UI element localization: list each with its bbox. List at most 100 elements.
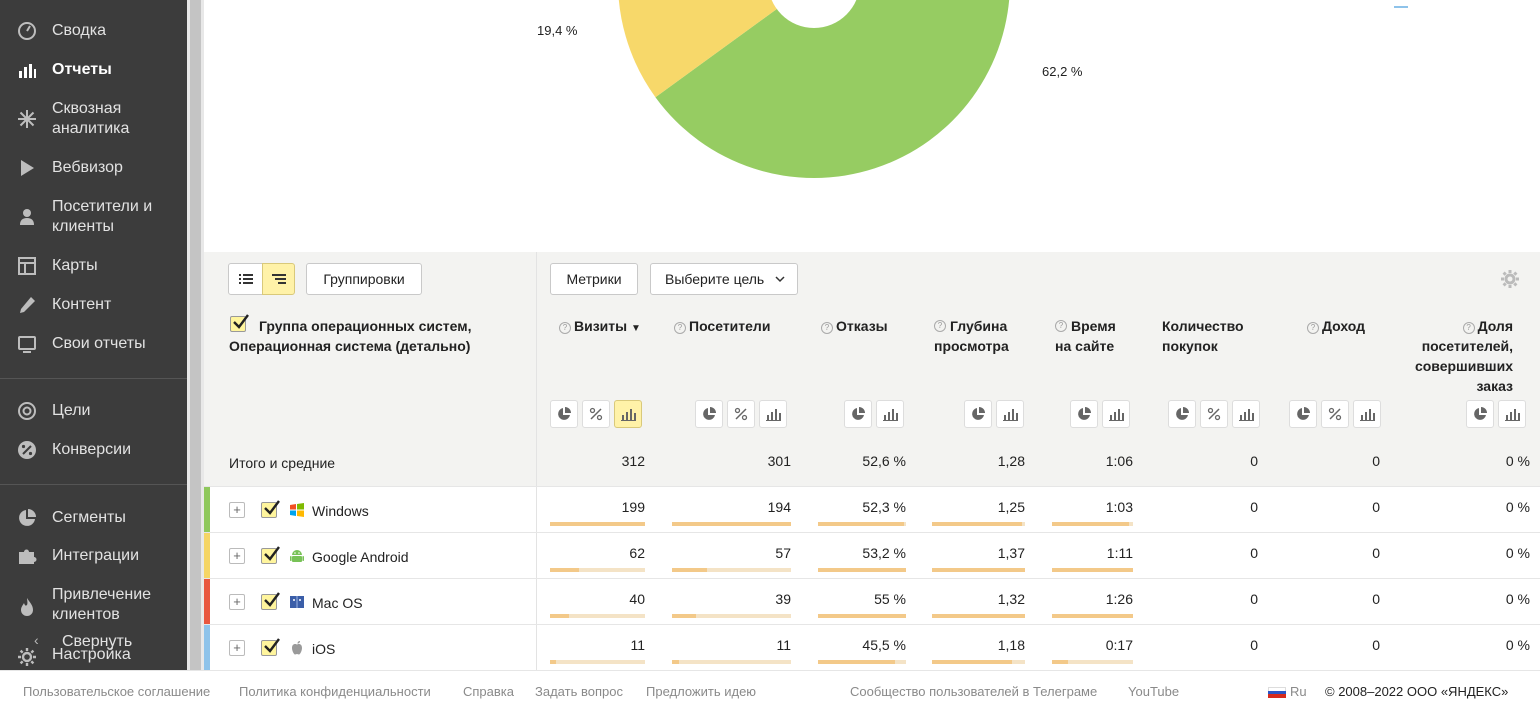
sidebar-item-goals[interactable]: Цели — [0, 391, 187, 431]
help-icon[interactable]: ? — [674, 322, 686, 334]
expand-icon[interactable]: + — [229, 594, 245, 610]
table-row[interactable]: + Windows 199 194 52,3 % 1,25 1:03 0 0 0 % — [204, 486, 1540, 533]
percent-view-button[interactable] — [1200, 400, 1228, 428]
percent-view-button[interactable] — [727, 400, 755, 428]
scrollbar-thumb[interactable] — [190, 0, 201, 670]
sidebar-item-visitors[interactable]: Посетители и клиенты — [0, 197, 187, 237]
sidebar-item-integrations[interactable]: Интеграции — [0, 536, 187, 576]
list-icon — [238, 274, 253, 284]
settings-gear-icon[interactable] — [1500, 269, 1520, 289]
bar-view-button[interactable] — [759, 400, 787, 428]
col-head-order-share[interactable]: ? Доля посетителей, совершивших заказ — [1414, 318, 1513, 394]
percent-view-button[interactable] — [1321, 400, 1349, 428]
pie-view-button[interactable] — [964, 400, 992, 428]
goal-select[interactable]: Выберите цель — [650, 263, 798, 295]
pie-view-button[interactable] — [1070, 400, 1098, 428]
os-name[interactable]: Windows — [312, 503, 369, 519]
percent-view-button[interactable] — [582, 400, 610, 428]
view-list-button[interactable] — [228, 263, 263, 295]
bar-view-button[interactable] — [1353, 400, 1381, 428]
footer-link-youtube[interactable]: YouTube — [1128, 684, 1180, 699]
os-name[interactable]: Google Android — [312, 549, 409, 565]
target-icon — [16, 400, 38, 422]
groupings-button[interactable]: Группировки — [306, 263, 422, 295]
value-bar — [1052, 522, 1133, 526]
col-head-bounces[interactable]: ? Отказы — [821, 316, 921, 336]
pie-view-button[interactable] — [550, 400, 578, 428]
row-checkbox[interactable] — [261, 500, 280, 518]
sidebar-item-settings[interactable]: Настройка — [0, 644, 187, 666]
table-row[interactable]: + Google Android 62 57 53,2 % 1,37 1:11 0 0 0 % — [204, 532, 1540, 579]
sidebar-item-segments[interactable]: Сегменты — [0, 498, 187, 538]
row-checkbox[interactable] — [261, 638, 280, 656]
bar-view-button[interactable] — [1232, 400, 1260, 428]
footer-link-suggest[interactable]: Предложить идею — [646, 684, 757, 699]
bar-view-button[interactable] — [876, 400, 904, 428]
sidebar-item-reports[interactable]: Отчеты — [0, 50, 187, 90]
value-bar-fill — [932, 522, 1022, 526]
row-color-marker — [204, 625, 210, 670]
bar-view-button[interactable] — [1498, 400, 1526, 428]
help-icon[interactable]: ? — [934, 320, 946, 332]
table-cell: 0 % — [1505, 637, 1530, 653]
help-icon[interactable]: ? — [559, 322, 571, 334]
value-bar — [672, 660, 791, 664]
view-tree-button[interactable] — [262, 263, 295, 295]
value-bar-fill — [1052, 614, 1133, 618]
pie-view-button[interactable] — [695, 400, 723, 428]
col-head-revenue[interactable]: ? Доход — [1307, 316, 1387, 336]
footer-link-telegram[interactable]: Сообщество пользователей в Телеграме — [850, 684, 1098, 699]
os-name[interactable]: iOS — [312, 641, 336, 657]
bar-view-button[interactable] — [614, 400, 642, 428]
table-row[interactable]: + Mac OS 40 39 55 % 1,32 1:26 0 0 0 % — [204, 578, 1540, 625]
sidebar-item-acquisition[interactable]: Привлечение клиентов — [0, 585, 187, 625]
bar-view-button[interactable] — [1102, 400, 1130, 428]
pie-view-button[interactable] — [1289, 400, 1317, 428]
pie-slice-yellow[interactable] — [618, 0, 814, 98]
pie-view-button[interactable] — [1466, 400, 1494, 428]
sidebar-divider — [0, 378, 187, 379]
sidebar-item-webvisor[interactable]: Вебвизор — [0, 148, 187, 188]
language-switch[interactable]: Ru — [1290, 684, 1307, 699]
sidebar-item-analytics[interactable]: Сквозная аналитика — [0, 99, 187, 139]
sidebar-item-custom-reports[interactable]: Свои отчеты — [0, 324, 187, 364]
sidebar-item-content[interactable]: Контент — [0, 285, 187, 325]
col-head-visits[interactable]: ? Визиты ▼ — [559, 316, 669, 339]
sidebar-item-summary[interactable]: Сводка — [0, 11, 187, 51]
row-checkbox[interactable] — [261, 592, 280, 610]
help-icon[interactable]: ? — [1307, 322, 1319, 334]
help-icon[interactable]: ? — [1055, 320, 1067, 332]
metrics-button[interactable]: Метрики — [550, 263, 638, 295]
col-head-time[interactable]: ? Время на сайте — [1055, 318, 1116, 354]
expand-icon[interactable]: + — [229, 502, 245, 518]
footer-link-help[interactable]: Справка — [463, 684, 514, 699]
footer-link-terms[interactable]: Пользовательское соглашение — [23, 684, 211, 699]
expand-icon[interactable]: + — [229, 640, 245, 656]
table-cell: 45,5 % — [862, 637, 906, 653]
footer-link-privacy[interactable]: Политика конфиденциальности — [239, 684, 431, 699]
table-row[interactable]: + iOS 11 11 45,5 % 1,18 0:17 0 0 0 % — [204, 624, 1540, 670]
bar-view-button[interactable] — [996, 400, 1024, 428]
pie-view-button[interactable] — [844, 400, 872, 428]
expand-icon[interactable]: + — [229, 548, 245, 564]
footer-link-ask[interactable]: Задать вопрос — [535, 684, 623, 699]
value-bar-fill — [550, 522, 645, 526]
dimension-checkbox[interactable] — [230, 314, 249, 332]
sidebar-collapse[interactable]: ‹ Свернуть — [0, 630, 187, 656]
col-head-purchases[interactable]: Количество покупок — [1162, 318, 1244, 354]
col-head-depth[interactable]: ? Глубина просмотра — [934, 318, 1009, 354]
help-icon[interactable]: ? — [1462, 322, 1475, 334]
pie-view-button[interactable] — [1168, 400, 1196, 428]
help-icon[interactable]: ? — [821, 322, 833, 334]
col-head-visitors[interactable]: ? Посетители — [674, 316, 794, 336]
row-checkbox[interactable] — [261, 546, 280, 564]
bar-view-icon — [1239, 409, 1254, 421]
pie-slice-green[interactable] — [655, 0, 1010, 178]
gauge-icon — [16, 20, 38, 42]
os-name[interactable]: Mac OS — [312, 595, 363, 611]
sidebar-item-conversions[interactable]: Конверсии — [0, 430, 187, 470]
sidebar-item-maps[interactable]: Карты — [0, 246, 187, 286]
sidebar-scrollbar[interactable] — [187, 0, 204, 670]
dimension-header[interactable]: Группа операционных систем, Операционная… — [229, 318, 472, 354]
row-color-marker — [204, 487, 210, 532]
